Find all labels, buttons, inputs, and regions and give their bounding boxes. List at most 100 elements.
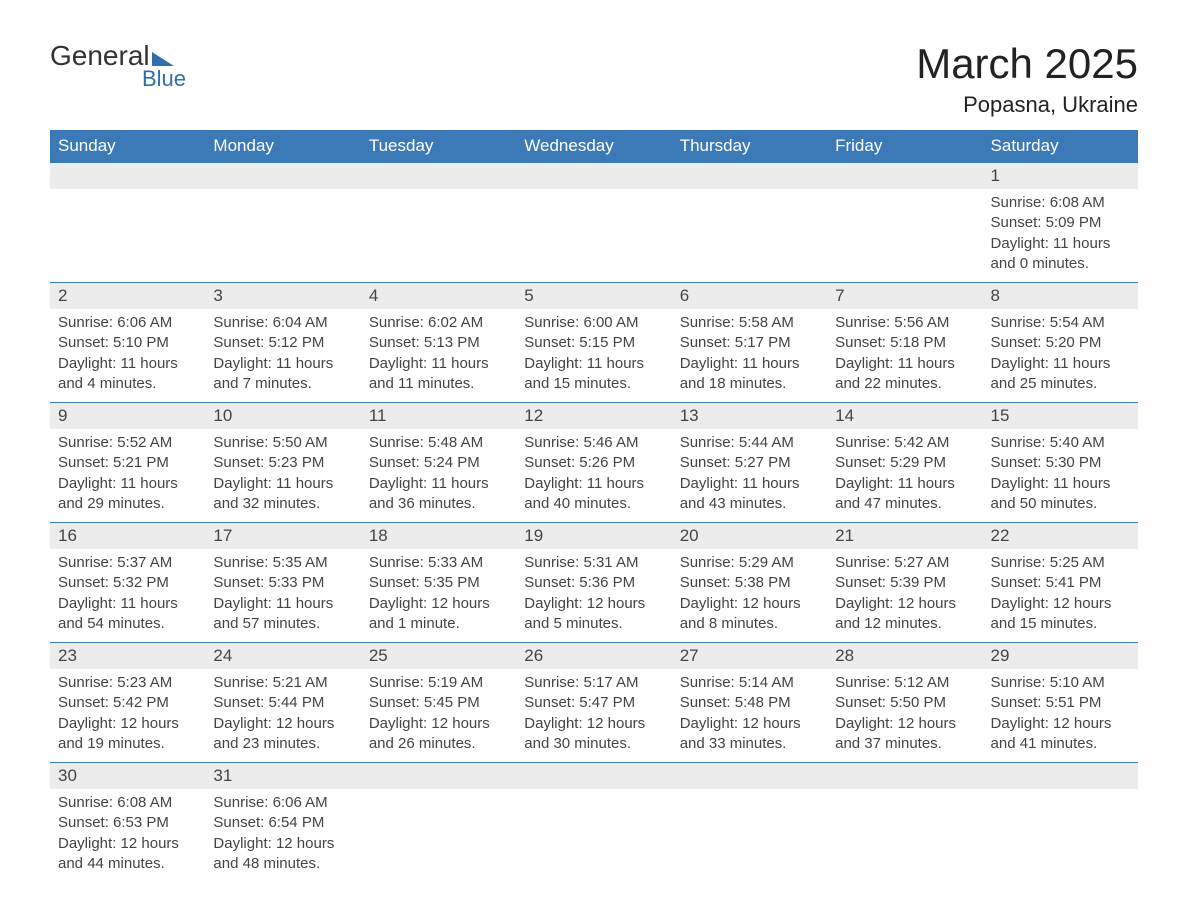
weekday-header: Monday	[205, 130, 360, 163]
day-detail-cell: Sunrise: 6:06 AMSunset: 6:54 PMDaylight:…	[205, 789, 360, 882]
day-d1: Daylight: 11 hours	[369, 474, 508, 494]
day-ss: Sunset: 5:32 PM	[58, 573, 197, 593]
day-detail-cell	[361, 189, 516, 283]
day-d2: and 57 minutes.	[213, 614, 352, 634]
day-number-cell: 31	[205, 763, 360, 790]
day-detail-cell: Sunrise: 6:04 AMSunset: 5:12 PMDaylight:…	[205, 309, 360, 403]
day-d2: and 50 minutes.	[991, 494, 1130, 514]
day-sr: Sunrise: 5:50 AM	[213, 433, 352, 453]
day-number-cell: 17	[205, 523, 360, 550]
day-detail-cell	[205, 189, 360, 283]
day-number-cell	[516, 763, 671, 790]
day-d1: Daylight: 12 hours	[680, 594, 819, 614]
day-sr: Sunrise: 6:08 AM	[991, 193, 1130, 213]
day-sr: Sunrise: 5:21 AM	[213, 673, 352, 693]
day-d1: Daylight: 11 hours	[991, 234, 1130, 254]
day-ss: Sunset: 5:20 PM	[991, 333, 1130, 353]
day-sr: Sunrise: 5:48 AM	[369, 433, 508, 453]
title-block: March 2025 Popasna, Ukraine	[916, 40, 1138, 118]
day-ss: Sunset: 5:24 PM	[369, 453, 508, 473]
day-ss: Sunset: 5:17 PM	[680, 333, 819, 353]
day-d1: Daylight: 11 hours	[835, 474, 974, 494]
day-d2: and 8 minutes.	[680, 614, 819, 634]
day-ss: Sunset: 5:30 PM	[991, 453, 1130, 473]
day-d1: Daylight: 12 hours	[835, 714, 974, 734]
day-detail-cell: Sunrise: 5:14 AMSunset: 5:48 PMDaylight:…	[672, 669, 827, 763]
day-number-row: 23242526272829	[50, 643, 1138, 670]
day-ss: Sunset: 5:21 PM	[58, 453, 197, 473]
day-detail-row: Sunrise: 6:08 AMSunset: 5:09 PMDaylight:…	[50, 189, 1138, 283]
day-sr: Sunrise: 5:31 AM	[524, 553, 663, 573]
location: Popasna, Ukraine	[916, 92, 1138, 118]
day-ss: Sunset: 5:13 PM	[369, 333, 508, 353]
day-detail-cell: Sunrise: 5:42 AMSunset: 5:29 PMDaylight:…	[827, 429, 982, 523]
day-d2: and 41 minutes.	[991, 734, 1130, 754]
day-number-cell	[827, 763, 982, 790]
brand-top: General	[50, 40, 150, 72]
day-d2: and 33 minutes.	[680, 734, 819, 754]
day-ss: Sunset: 5:50 PM	[835, 693, 974, 713]
day-ss: Sunset: 5:09 PM	[991, 213, 1130, 233]
day-number-cell: 12	[516, 403, 671, 430]
weekday-header: Thursday	[672, 130, 827, 163]
day-number-cell	[672, 763, 827, 790]
day-d2: and 40 minutes.	[524, 494, 663, 514]
day-sr: Sunrise: 5:37 AM	[58, 553, 197, 573]
day-detail-row: Sunrise: 6:06 AMSunset: 5:10 PMDaylight:…	[50, 309, 1138, 403]
day-sr: Sunrise: 5:14 AM	[680, 673, 819, 693]
day-sr: Sunrise: 5:33 AM	[369, 553, 508, 573]
day-number-cell: 3	[205, 283, 360, 310]
day-number-cell: 28	[827, 643, 982, 670]
day-d2: and 11 minutes.	[369, 374, 508, 394]
day-number-cell	[361, 163, 516, 190]
day-d1: Daylight: 12 hours	[213, 714, 352, 734]
day-sr: Sunrise: 5:19 AM	[369, 673, 508, 693]
day-d2: and 23 minutes.	[213, 734, 352, 754]
day-sr: Sunrise: 6:08 AM	[58, 793, 197, 813]
day-detail-row: Sunrise: 5:37 AMSunset: 5:32 PM Daylight:…	[50, 549, 1138, 643]
weekday-header: Saturday	[983, 130, 1138, 163]
day-sr: Sunrise: 5:35 AM	[213, 553, 352, 573]
day-number-row: 16171819202122	[50, 523, 1138, 550]
day-d2: and 36 minutes.	[369, 494, 508, 514]
day-ss: Sunset: 5:23 PM	[213, 453, 352, 473]
day-d1: Daylight: 11 hours	[58, 474, 197, 494]
day-number-row: 2345678	[50, 283, 1138, 310]
day-detail-cell: Sunrise: 5:19 AMSunset: 5:45 PMDaylight:…	[361, 669, 516, 763]
day-ss: Sunset: 5:12 PM	[213, 333, 352, 353]
day-number-cell: 16	[50, 523, 205, 550]
day-ss: Sunset: 5:10 PM	[58, 333, 197, 353]
day-ss: Sunset: 5:48 PM	[680, 693, 819, 713]
day-detail-row: Sunrise: 5:52 AMSunset: 5:21 PMDaylight:…	[50, 429, 1138, 523]
day-number-cell: 14	[827, 403, 982, 430]
day-detail-cell	[827, 189, 982, 283]
day-detail-cell	[516, 189, 671, 283]
brand-triangle-icon	[152, 52, 174, 66]
day-detail-cell: Sunrise: 5:40 AMSunset: 5:30 PMDaylight:…	[983, 429, 1138, 523]
day-number-cell: 15	[983, 403, 1138, 430]
day-ss: Sunset: 5:35 PM	[369, 573, 508, 593]
day-d2: and 12 minutes.	[835, 614, 974, 634]
day-ss: Sunset: 5:41 PM	[991, 573, 1130, 593]
day-d2: and 19 minutes.	[58, 734, 197, 754]
day-d1: Daylight: 12 hours	[991, 594, 1130, 614]
day-number-cell: 8	[983, 283, 1138, 310]
day-d1: Daylight: 12 hours	[58, 714, 197, 734]
month-title: March 2025	[916, 40, 1138, 88]
day-detail-cell	[672, 789, 827, 882]
day-number-cell: 21	[827, 523, 982, 550]
day-number-cell	[50, 163, 205, 190]
day-ss: Sunset: 6:54 PM	[213, 813, 352, 833]
day-d2: and 44 minutes.	[58, 854, 197, 874]
day-ss: Sunset: 5:33 PM	[213, 573, 352, 593]
day-detail-cell: Sunrise: 5:27 AMSunset: 5:39 PMDaylight:…	[827, 549, 982, 643]
weekday-header: Tuesday	[361, 130, 516, 163]
day-d2: and 15 minutes.	[524, 374, 663, 394]
day-sr: Sunrise: 5:25 AM	[991, 553, 1130, 573]
day-ss: Sunset: 5:36 PM	[524, 573, 663, 593]
day-number-cell	[361, 763, 516, 790]
day-d2: and 0 minutes.	[991, 254, 1130, 274]
day-number-cell: 24	[205, 643, 360, 670]
day-d2: and 5 minutes.	[524, 614, 663, 634]
day-number-row: 9101112131415	[50, 403, 1138, 430]
